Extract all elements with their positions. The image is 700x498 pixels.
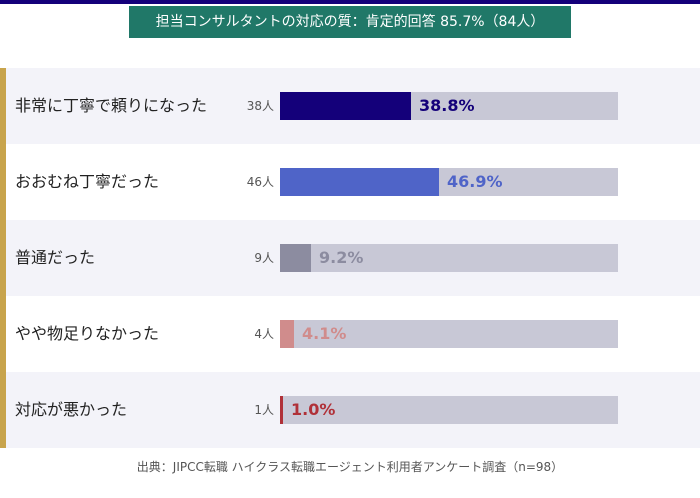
count-label: 1人 xyxy=(254,403,274,417)
source-note: 出典：JIPCC転職 ハイクラス転職エージェント利用者アンケート調査（n=98） xyxy=(136,460,564,474)
bar-track: 1.0% xyxy=(280,396,618,424)
count-label: 46人 xyxy=(246,175,274,189)
bar-chart: 対応が悪かった 1人 1.0% やや物足りなかった 4人 4.1% 普通だった 9人 9.2% お… xyxy=(0,68,700,448)
bar-track: 38.8% xyxy=(280,92,618,120)
count-label: 9人 xyxy=(254,251,274,265)
accent-bar xyxy=(0,68,6,448)
bar-row: 対応が悪かった 1人 1.0% xyxy=(0,372,700,448)
bar-track: 9.2% xyxy=(280,244,618,272)
value-label: 38.8% xyxy=(419,96,475,115)
top-border xyxy=(0,0,700,4)
category-label: 対応が悪かった xyxy=(15,400,128,419)
count-label: 38人 xyxy=(246,99,274,113)
value-label: 9.2% xyxy=(319,248,364,267)
bar xyxy=(280,320,294,348)
count-label: 4人 xyxy=(254,327,274,341)
bar-track: 4.1% xyxy=(280,320,618,348)
bar xyxy=(280,92,411,120)
bar xyxy=(280,244,311,272)
category-label: おおむね丁寧だった xyxy=(15,172,160,191)
bar-row: 普通だった 9人 9.2% xyxy=(0,220,700,296)
bar xyxy=(280,396,283,424)
value-label: 4.1% xyxy=(302,324,347,343)
bar-track: 46.9% xyxy=(280,168,618,196)
bar-row: おおむね丁寧だった 46人 46.9% xyxy=(0,144,700,220)
category-label: 普通だった xyxy=(15,248,96,267)
bar-row: やや物足りなかった 4人 4.1% xyxy=(0,296,700,372)
category-label: 非常に丁寧で頼りになった xyxy=(15,96,208,115)
value-label: 46.9% xyxy=(447,172,503,191)
value-label: 1.0% xyxy=(291,400,336,419)
chart-title: 担当コンサルタントの対応の質：肯定的回答 85.7%（84人） xyxy=(129,6,571,38)
bar xyxy=(280,168,439,196)
category-label: やや物足りなかった xyxy=(15,324,160,343)
bar-row: 非常に丁寧で頼りになった 38人 38.8% xyxy=(0,68,700,144)
